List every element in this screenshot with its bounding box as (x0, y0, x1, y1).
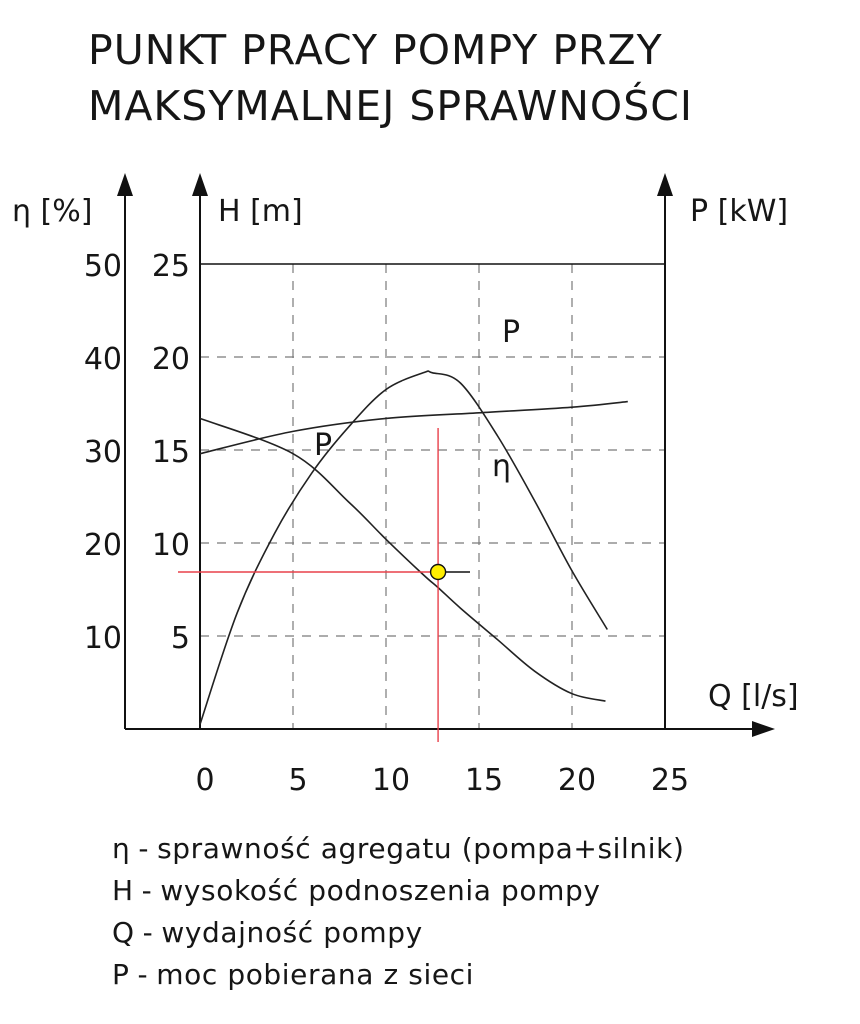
legend-text: wysokość podnoszenia pompy (160, 874, 601, 907)
axes (117, 173, 775, 737)
p-lower-curve (199, 417, 606, 702)
eta-tick-label: 50 (84, 249, 122, 284)
x-tick-label: 0 (195, 763, 214, 798)
eta-annotation: η (492, 449, 511, 484)
h-tick-label: 20 (152, 342, 190, 377)
legend-text: moc pobierana z sieci (156, 958, 475, 991)
chart-title: PUNKT PRACY POMPY PRZY MAKSYMALNEJ SPRAW… (88, 22, 848, 134)
eta-tick-label: 10 (84, 621, 122, 656)
title-line-1: PUNKT PRACY POMPY PRZY (88, 26, 663, 74)
h-tick-label: 15 (152, 435, 190, 470)
legend-text: sprawność agregatu (pompa+silnik) (157, 832, 685, 865)
eta-tick-label: 30 (84, 435, 122, 470)
eta-tick-label: 20 (84, 528, 122, 563)
legend-separator: - (141, 874, 153, 907)
h-tick-label: 5 (171, 621, 190, 656)
h-tick-label: 25 (152, 249, 190, 284)
legend-symbol: η (112, 832, 131, 865)
series (199, 370, 628, 725)
legend: η - sprawność agregatu (pompa+silnik) H - wys… (112, 828, 685, 996)
h-axis-arrow (192, 173, 208, 196)
legend-item: H - wysokość podnoszenia pompy (112, 870, 685, 912)
eta-axis-arrow (117, 173, 133, 196)
legend-symbol: H (112, 874, 134, 907)
p-upper-curve (199, 400, 628, 455)
legend-separator: - (142, 916, 154, 949)
axis-labels: η [%] H [m] P [kW] Q [l/s] 0 5 10 15 20 25 5 10 15 20… (12, 194, 799, 798)
eta-tick-label: 40 (84, 342, 122, 377)
legend-text: wydajność pompy (161, 916, 423, 949)
q-axis-arrow (752, 721, 775, 737)
x-tick-label: 15 (465, 763, 503, 798)
x-tick-label: 25 (651, 763, 689, 798)
x-tick-label: 20 (558, 763, 596, 798)
title-line-2: MAKSYMALNEJ SPRAWNOŚCI (88, 82, 693, 130)
legend-separator: - (138, 832, 150, 865)
legend-item: Q - wydajność pompy (112, 912, 685, 954)
legend-separator: - (137, 958, 149, 991)
x-tick-label: 10 (372, 763, 410, 798)
p-upper-annotation: P (502, 315, 520, 350)
legend-item: P - moc pobierana z sieci (112, 954, 685, 996)
h-axis-title: H [m] (218, 194, 303, 229)
p-axis-title: P [kW] (690, 194, 788, 229)
operating-point (178, 428, 470, 742)
x-tick-label: 5 (288, 763, 307, 798)
p-axis-arrow (657, 173, 673, 196)
legend-symbol: P (112, 958, 130, 991)
legend-symbol: Q (112, 916, 135, 949)
h-tick-label: 10 (152, 528, 190, 563)
eta-axis-title: η [%] (12, 194, 92, 229)
eta-curve (199, 370, 608, 725)
p-lower-annotation: P (314, 428, 332, 463)
q-axis-title: Q [l/s] (708, 679, 799, 714)
operating-point-marker (429, 563, 447, 581)
grid (200, 263, 665, 729)
legend-item: η - sprawność agregatu (pompa+silnik) (112, 828, 685, 870)
